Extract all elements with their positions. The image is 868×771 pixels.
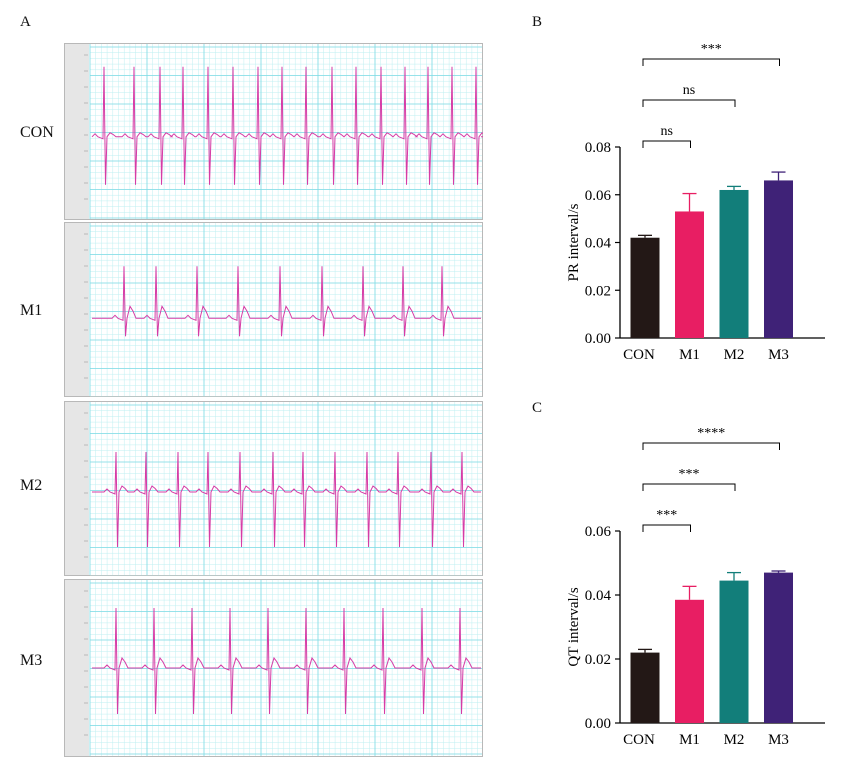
ecg-trace bbox=[92, 266, 481, 337]
bar bbox=[764, 572, 793, 723]
y-tick-label: 0.02 bbox=[585, 652, 611, 668]
significance-bracket bbox=[642, 442, 780, 450]
ecg-label-m2: M2 bbox=[20, 477, 43, 494]
ecg-label-m3: M3 bbox=[20, 652, 43, 669]
ecg-label-m1: M1 bbox=[20, 302, 43, 319]
x-tick-label: M2 bbox=[724, 347, 745, 363]
ecg-strip-m2 bbox=[64, 401, 483, 576]
significance-label: *** bbox=[656, 508, 677, 523]
qt-interval-chart: QT interval/s 0.00 0.02 0.04 0.06 CON M1 M2 M3 **… bbox=[540, 426, 840, 761]
panel-label-c: C bbox=[532, 400, 543, 416]
y-axis-label: QT interval/s bbox=[566, 587, 582, 666]
significance-label: ns bbox=[661, 124, 673, 139]
y-tick-label: 0.06 bbox=[585, 524, 612, 540]
y-tick-label: 0.00 bbox=[585, 331, 611, 347]
x-tick-label: M2 bbox=[724, 732, 745, 748]
ecg-strip-m3 bbox=[64, 579, 483, 757]
panel-label-b: B bbox=[532, 14, 543, 30]
pr-interval-chart: PR interval/s 0.00 0.02 0.04 0.06 0.08 CON M1 M2… bbox=[540, 40, 840, 376]
x-tick-label: CON bbox=[623, 347, 655, 363]
x-tick-label: M3 bbox=[768, 347, 789, 363]
y-tick-label: 0.04 bbox=[585, 236, 612, 252]
ecg-trace bbox=[91, 66, 483, 185]
y-tick-label: 0.06 bbox=[585, 188, 612, 204]
panel-label-a: A bbox=[20, 14, 31, 30]
x-tick-label: M1 bbox=[679, 347, 700, 363]
significance-bracket bbox=[642, 483, 736, 491]
ecg-trace bbox=[92, 607, 481, 715]
bar bbox=[675, 599, 704, 723]
bar bbox=[719, 580, 749, 723]
significance-bracket bbox=[642, 58, 780, 66]
ecg-strip-m1 bbox=[64, 222, 483, 397]
significance-label: ns bbox=[683, 83, 695, 98]
x-tick-label: M3 bbox=[768, 732, 789, 748]
x-tick-label: M1 bbox=[679, 732, 700, 748]
bar bbox=[630, 237, 660, 338]
significance-bracket bbox=[642, 140, 691, 148]
bar bbox=[630, 652, 660, 723]
significance-label: *** bbox=[679, 467, 700, 482]
bar bbox=[764, 180, 793, 338]
bar bbox=[675, 211, 704, 338]
significance-label: **** bbox=[697, 426, 725, 441]
significance-bracket bbox=[642, 524, 691, 532]
x-tick-label: CON bbox=[623, 732, 655, 748]
y-tick-label: 0.04 bbox=[585, 588, 612, 604]
significance-bracket bbox=[642, 99, 736, 107]
y-axis-label: PR interval/s bbox=[566, 203, 582, 281]
y-tick-label: 0.00 bbox=[585, 716, 611, 732]
significance-label: *** bbox=[701, 42, 722, 57]
ecg-label-con: CON bbox=[20, 124, 54, 141]
ecg-strip-con bbox=[64, 43, 483, 220]
bar bbox=[719, 189, 749, 338]
y-tick-label: 0.02 bbox=[585, 283, 611, 299]
y-tick-label: 0.08 bbox=[585, 140, 611, 156]
ecg-trace bbox=[92, 451, 481, 548]
